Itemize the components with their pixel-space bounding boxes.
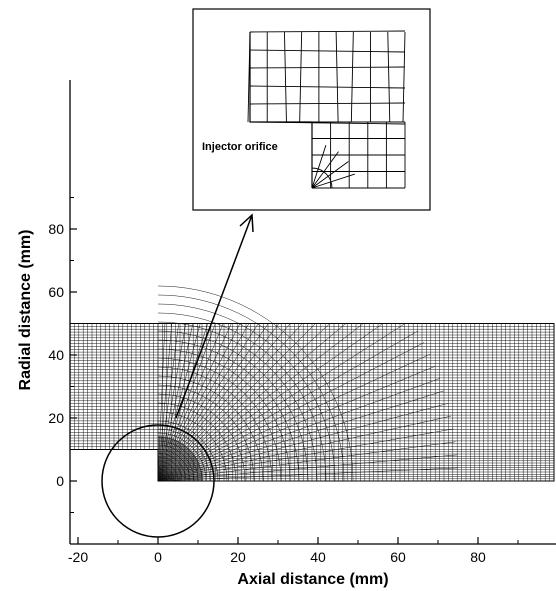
plot-axes [69,80,556,545]
x-axis-ticks: -20 0 20 40 60 80 [68,537,519,565]
zoom-circle [101,424,215,538]
x-tick-label: 80 [470,549,486,565]
x-axis-title: Axial distance (mm) [237,571,388,588]
y-tick-label: 80 [48,221,64,237]
inset-mesh [247,30,406,189]
y-axis-ticks: 0 20 40 60 80 [48,197,77,513]
y-axis-title: Radial distance (mm) [17,230,34,391]
dense-mesh-core [158,436,203,481]
x-tick-label: -20 [68,549,88,565]
y-tick-label: 20 [48,410,64,426]
inset-mesh-lines [247,30,406,189]
zoom-arrow-head [239,213,254,233]
zoom-arrow-line [175,214,253,419]
x-tick-label: 0 [154,549,162,565]
inset-panel: Injector orifice [192,8,431,211]
y-tick-label: 0 [56,473,64,489]
y-tick-label: 40 [48,347,64,363]
x-tick-label: 20 [230,549,246,565]
x-tick-label: 40 [310,549,326,565]
inset-label: Injector orifice [202,141,278,153]
y-tick-label: 60 [48,284,64,300]
inset-boundary [249,32,313,188]
x-tick-label: 60 [390,549,406,565]
